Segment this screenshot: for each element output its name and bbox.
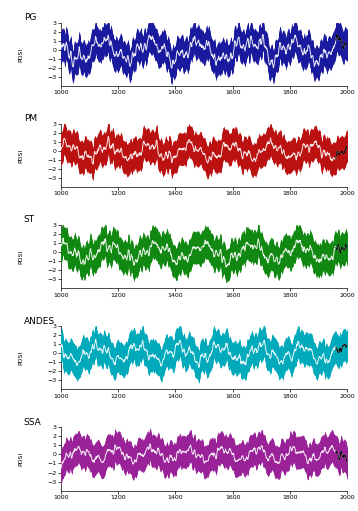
Text: PG: PG [24, 13, 36, 22]
Y-axis label: PDSI: PDSI [19, 250, 24, 264]
Y-axis label: PDSI: PDSI [19, 351, 24, 365]
Y-axis label: PDSI: PDSI [19, 48, 24, 62]
Text: ANDES: ANDES [24, 316, 55, 326]
Text: PM: PM [24, 114, 37, 123]
Text: ST: ST [24, 216, 35, 224]
Text: SSA: SSA [24, 417, 42, 427]
Y-axis label: PDSI: PDSI [19, 452, 24, 466]
Y-axis label: PDSI: PDSI [19, 149, 24, 163]
